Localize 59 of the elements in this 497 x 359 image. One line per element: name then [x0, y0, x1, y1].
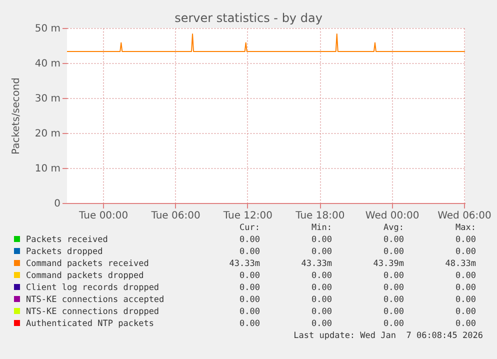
y-tick-label: 30 m	[34, 94, 60, 104]
text: Cur:	[238, 222, 260, 234]
text: 0.00	[238, 318, 260, 330]
text: 0.00	[238, 246, 260, 258]
legend-label: NTS-KE connections dropped	[26, 307, 160, 317]
text: 43.33m	[300, 258, 332, 270]
text: 0.00	[310, 270, 332, 282]
text: 0.00	[310, 318, 332, 330]
text: Max:	[454, 222, 476, 234]
text: 0.00	[454, 306, 476, 318]
chart-title: server statistics - by day	[174, 11, 324, 25]
legend-label: Client log records dropped	[26, 283, 160, 293]
legend-label: Authenticated NTP packets	[26, 319, 154, 329]
text: 43.33m	[228, 258, 260, 270]
y-tick-label: 50 m	[34, 24, 60, 34]
y-tick-label: 20 m	[34, 128, 60, 140]
text: 0.00	[238, 306, 260, 318]
text: 0.00	[454, 234, 476, 246]
legend-label: Command packets received	[26, 259, 149, 269]
text: 0.00	[382, 246, 404, 258]
x-tick-label: Tue 18:00	[294, 210, 345, 222]
text: 0.00	[382, 282, 404, 294]
text: 0.00	[238, 294, 260, 306]
text: 0.00	[310, 294, 332, 306]
text: 0.00	[310, 282, 332, 294]
text: 43.39m	[372, 258, 404, 270]
text: 0.00	[238, 270, 260, 282]
text: 0.00	[382, 306, 404, 318]
text: 0.00	[310, 234, 332, 246]
legend-label: NTS-KE connections accepted	[26, 295, 164, 305]
x-tick-label: Wed 00:00	[365, 210, 420, 222]
text: Last update: Wed Jan 7 06:08:45 2026	[294, 331, 483, 341]
text: 0.00	[454, 318, 476, 330]
text: 0.00	[382, 234, 404, 246]
x-tick-label: Tue 06:00	[150, 210, 200, 222]
text: 0.00	[310, 246, 332, 258]
legend-label: Command packets dropped	[26, 271, 144, 281]
text: 0.00	[382, 318, 404, 330]
text: 48.33m	[444, 258, 476, 270]
text: 0.00	[454, 246, 476, 258]
y-axis-title: Packets/second	[10, 78, 22, 154]
text: 0.00	[382, 294, 404, 306]
x-tick-label: Tue 12:00	[222, 210, 272, 222]
x-tick-label: Wed 06:00	[438, 210, 492, 222]
text: 0.00	[310, 306, 332, 318]
text: 0.00	[238, 234, 260, 246]
y-tick-label: 10 m	[34, 164, 60, 174]
text: 0.00	[454, 294, 476, 306]
text: Avg:	[382, 222, 404, 234]
text: 0.00	[382, 270, 404, 282]
y-tick-label: 0	[54, 198, 60, 210]
legend-label: Packets received	[26, 235, 108, 245]
legend-label: Packets dropped	[26, 247, 103, 257]
text: 0.00	[454, 270, 476, 282]
text: 0.00	[238, 282, 260, 294]
text: Min:	[310, 222, 332, 234]
x-tick-label: Tue 00:00	[78, 210, 128, 222]
text: 0.00	[454, 282, 476, 294]
y-tick-label: 40 m	[34, 58, 60, 70]
